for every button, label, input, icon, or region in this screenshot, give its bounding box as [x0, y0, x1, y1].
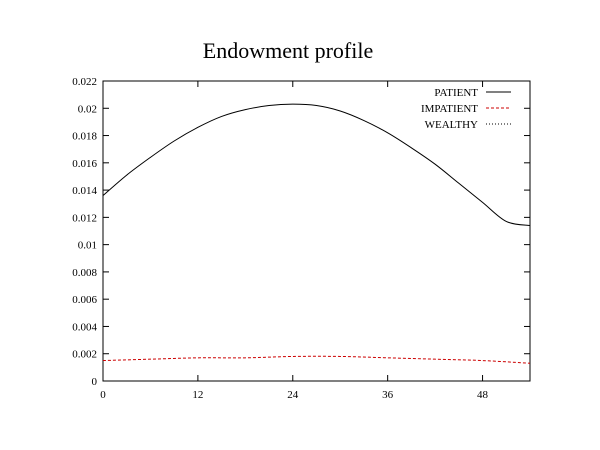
legend-label-impatient: IMPATIENT [421, 103, 478, 115]
y-tick-label: 0.004 [72, 321, 97, 333]
legend: PATIENT IMPATIENT WEALTHY [421, 87, 511, 131]
plot-area [102, 80, 531, 382]
y-tick-label: 0.012 [72, 212, 97, 224]
x-tick-label: 36 [382, 389, 394, 401]
series-line-impatient [102, 355, 531, 364]
y-tick-label: 0.014 [72, 185, 97, 197]
y-tick-label: 0 [92, 376, 98, 388]
legend-label-patient: PATIENT [434, 87, 478, 99]
y-tick-label: 0.002 [72, 349, 97, 361]
y-tick-label: 0.02 [78, 103, 97, 115]
x-tick-label: 24 [287, 389, 299, 401]
x-tick-label: 12 [192, 389, 203, 401]
series-line-patient [102, 103, 531, 227]
axis-ticks: 0 0.002 0.004 0.006 0.008 0.01 0.012 0.014 0.016… [72, 76, 530, 401]
x-tick-label: 48 [477, 389, 489, 401]
y-tick-label: 0.018 [72, 131, 97, 143]
y-tick-label: 0.022 [72, 76, 97, 88]
y-tick-label: 0.006 [72, 294, 97, 306]
chart-title: Endowment profile [203, 38, 373, 63]
y-tick-label: 0.01 [78, 240, 97, 252]
legend-label-wealthy: WEALTHY [425, 119, 478, 131]
plot-frame [102, 80, 531, 382]
series-layer [102, 103, 531, 364]
y-tick-label: 0.008 [72, 267, 97, 279]
y-tick-label: 0.016 [72, 158, 97, 170]
x-tick-label: 0 [100, 389, 106, 401]
